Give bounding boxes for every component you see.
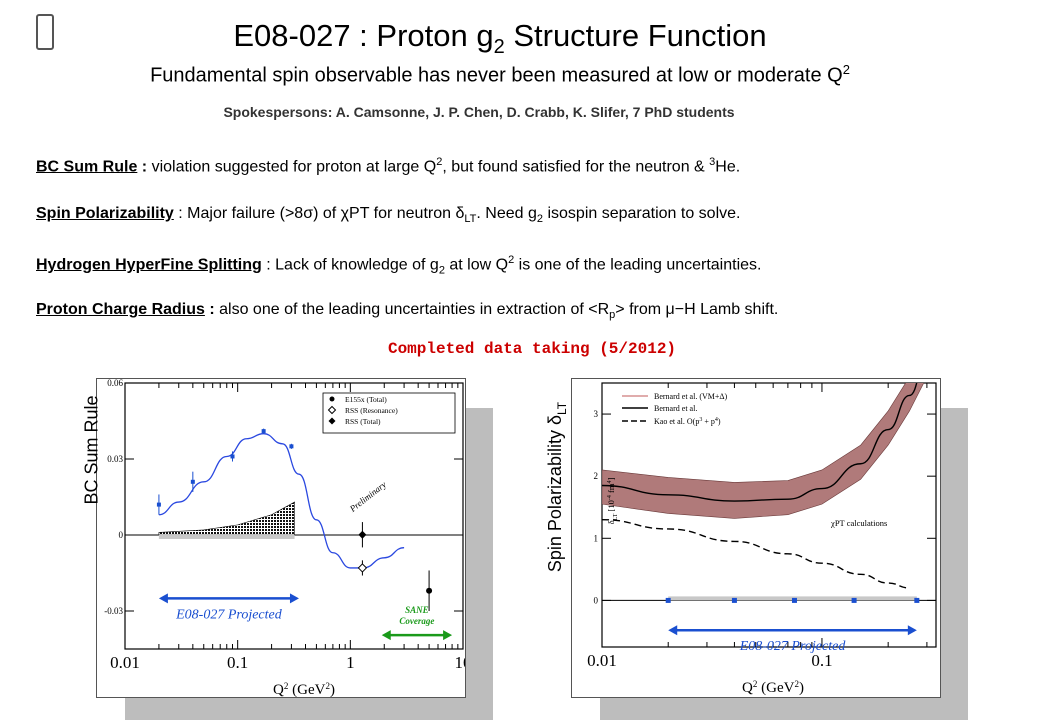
projected-range-arrow-head-left [158, 593, 168, 604]
x-axis-label: Q2 (GeV2) [742, 679, 804, 696]
bc-sum-rule-chart: -0.03 0 0.03 0.06 0.01 0.1 1 10 E155x (Total) RSS… [104, 378, 471, 698]
x-tick-label: 0.01 [110, 653, 140, 672]
bc-sum-rule-line: BC Sum Rule : violation suggested for pr… [36, 156, 741, 176]
legend-marker-open-diamond [327, 405, 337, 415]
legend-marker-filled-diamond [328, 417, 336, 425]
legend-entry: Kao et al. O(p3 + p4) [654, 417, 721, 426]
data-point-circle [426, 587, 433, 594]
bc-sum-rule-label: BC Sum Rule [36, 158, 138, 176]
y-tick-label: 0.06 [107, 379, 123, 388]
spin-polarizability-line: Spin Polarizability : Major failure (>8σ… [36, 205, 741, 226]
bc-ylabel-outer: BC Sum Rule [81, 395, 102, 505]
y-tick-label: 1 [594, 533, 599, 543]
projected-point [289, 444, 294, 449]
spin-chart-frame: 0 1 2 3 0.01 0.1 E08-027 Projected Bernard et a… [571, 378, 941, 698]
y-tick-label: 0 [594, 595, 599, 605]
x-tick-label: 0.01 [587, 651, 617, 670]
legend-entry: RSS (Total) [345, 417, 381, 426]
spin-polarizability-label: Spin Polarizability [36, 205, 174, 222]
y-axis-label-inner: δLT [10-4 fm4] [606, 478, 619, 525]
sane-range-arrow-head-right [443, 630, 453, 641]
projected-range-label: E08-027 Projected [175, 607, 283, 622]
plot-area [601, 382, 937, 648]
x-tick-label: 0.1 [811, 651, 832, 670]
y-tick-label: 0.03 [107, 454, 123, 464]
legend-marker-circle [329, 396, 335, 402]
projected-range-arrow-head-right [907, 625, 917, 636]
projected-point [230, 454, 235, 459]
projected-point [851, 597, 857, 603]
legend-box [322, 392, 456, 434]
spin-ylabel-outer: Spin Polarizability δLT [545, 401, 569, 573]
hyperfine-line: Hydrogen HyperFine Splitting : Lack of k… [36, 254, 762, 277]
sane-label-line2: Coverage [399, 616, 434, 626]
y-tick-label: -0.03 [104, 606, 123, 616]
x-tick-label: 0.1 [227, 653, 248, 672]
legend-entry: Bernard et al. [654, 404, 697, 413]
x-axis-label: Q2 (GeV2) [273, 681, 335, 697]
charge-radius-line: Proton Charge Radius : also one of the l… [36, 301, 779, 322]
hatched-band [158, 501, 295, 536]
page-title: E08-027 : Proton g2 Structure Function [233, 18, 767, 59]
projected-point [665, 597, 671, 603]
data-point-filled-diamond [358, 530, 367, 539]
bernard-curve [602, 383, 918, 502]
y-tick-label: 3 [594, 409, 599, 419]
x-tick-label: 1 [346, 653, 355, 672]
spokespersons: Spokespersons: A. Camsonne, J. P. Chen, … [223, 104, 735, 120]
completed-note: Completed data taking (5/2012) [387, 340, 677, 358]
plot-area [124, 382, 464, 650]
projected-point [914, 597, 920, 603]
y-tick-label: 2 [594, 471, 599, 481]
x-tick-label: 10 [455, 653, 466, 672]
sane-range-arrow-head-left [381, 630, 391, 641]
vm-delta-band [602, 383, 925, 519]
projected-point [190, 479, 195, 484]
hyperfine-label: Hydrogen HyperFine Splitting [36, 256, 262, 274]
legend-entry: RSS (Resonance) [345, 406, 398, 415]
y-tick-label: 0 [119, 530, 124, 540]
projected-point [156, 502, 161, 507]
preliminary-label: Preliminary [347, 479, 388, 514]
projected-point [791, 597, 797, 603]
projected-point [731, 597, 737, 603]
projected-point [261, 429, 266, 434]
bc-chart-frame: -0.03 0 0.03 0.06 0.01 0.1 1 10 E155x (Total) RSS… [96, 378, 472, 698]
legend-entry: E155x (Total) [345, 395, 387, 404]
projected-range-arrow-head-left [668, 625, 678, 636]
gray-band [158, 535, 295, 539]
corner-box-icon [36, 14, 54, 50]
kao-curve [602, 518, 910, 589]
projected-range-label: E08-027 Projected [739, 639, 847, 654]
charge-radius-label: Proton Charge Radius [36, 301, 205, 318]
plot-clip-group [602, 383, 925, 589]
chipt-label: χPT calculations [830, 518, 887, 528]
legend-entry: Bernard et al. (VM+Δ) [654, 392, 728, 401]
data-point-open-diamond [357, 563, 368, 573]
page-subtitle: Fundamental spin observable has never be… [150, 62, 850, 87]
sane-label-line1: SANE [405, 605, 429, 615]
projected-range-arrow-head-right [289, 593, 299, 604]
